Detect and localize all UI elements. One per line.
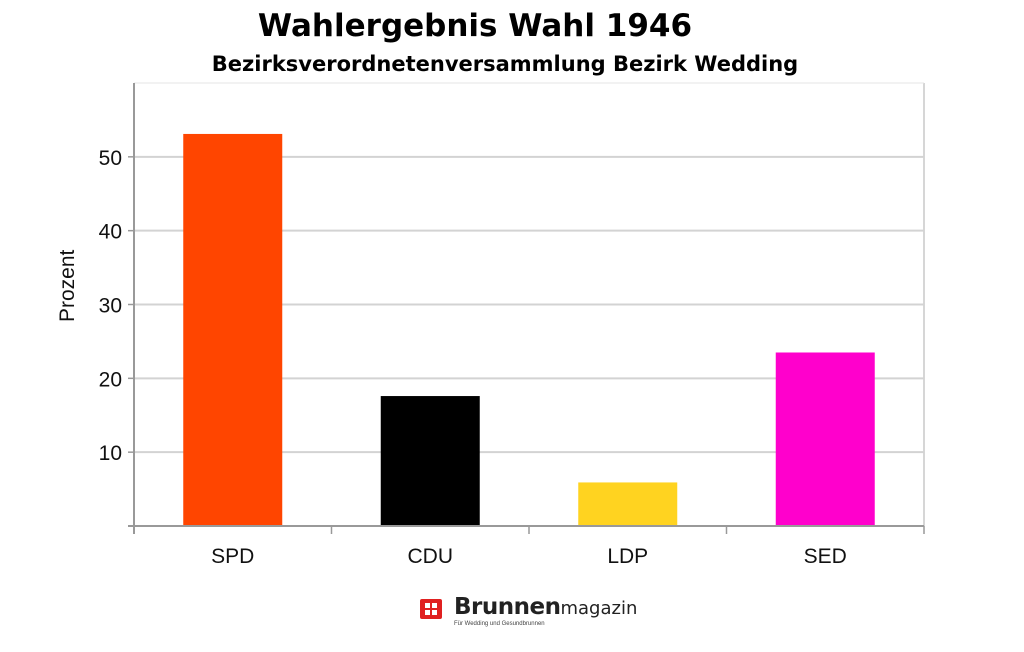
y-tick-label: 20 (99, 368, 122, 391)
logo-brand-light: magazin (560, 598, 638, 619)
y-tick-label: 10 (99, 442, 122, 465)
x-tick-label: LDP (607, 545, 648, 568)
chart-subtitle: Bezirksverordnetenversammlung Bezirk Wed… (211, 52, 799, 76)
logo-tagline: Für Wedding und Gesundbrunnen (454, 621, 545, 627)
bar-spd (183, 133, 283, 526)
x-tick-label: SED (804, 545, 847, 568)
chart-title: Wahlergebnis Wahl 1946 (257, 8, 693, 44)
bar-cdu (380, 396, 480, 526)
bar-sed (775, 352, 875, 526)
y-tick-label: 30 (99, 295, 122, 318)
y-tick-label: 40 (99, 221, 122, 244)
x-tick-label: CDU (408, 545, 454, 568)
logo-brand-bold: Brunnen (454, 594, 561, 620)
window-icon (420, 599, 442, 619)
x-tick-label: SPD (211, 545, 254, 568)
logo-brand: Brunnenmagazin (454, 594, 637, 620)
bar-ldp (578, 482, 678, 526)
y-tick-label: 50 (99, 147, 122, 170)
